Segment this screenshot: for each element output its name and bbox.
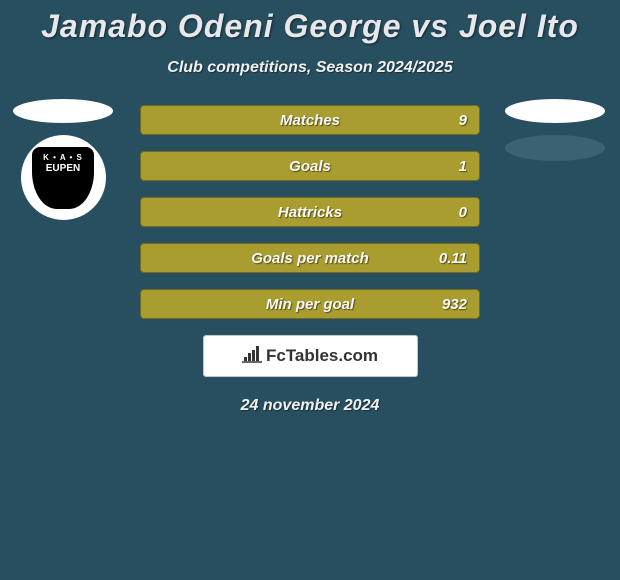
- right-logo-ellipse-2: [505, 135, 605, 161]
- stat-row-matches: Matches 9: [140, 105, 480, 135]
- right-logo-ellipse-1: [505, 99, 605, 123]
- stat-right-val: 932: [442, 296, 467, 313]
- shield-badge: K • A • S EUPEN: [32, 147, 94, 209]
- stat-label: Hattricks: [141, 204, 479, 221]
- right-logos: [500, 99, 610, 161]
- stat-right-val: 0: [459, 204, 467, 221]
- stat-label: Min per goal: [141, 296, 479, 313]
- stat-right-val: 9: [459, 112, 467, 129]
- footer-badge-content: FcTables.com: [242, 345, 378, 368]
- content-region: K • A • S EUPEN Matches 9 Goals 1 Hattri…: [0, 105, 620, 415]
- stat-label: Matches: [141, 112, 479, 129]
- left-logo-ellipse: [13, 99, 113, 123]
- stat-row-mpg: Min per goal 932: [140, 289, 480, 319]
- stat-right-val: 0.11: [439, 250, 467, 267]
- stat-rows: Matches 9 Goals 1 Hattricks 0 Goals per …: [140, 105, 480, 319]
- stat-row-goals: Goals 1: [140, 151, 480, 181]
- left-logos: K • A • S EUPEN: [8, 99, 118, 220]
- page-title: Jamabo Odeni George vs Joel Ito: [0, 0, 620, 45]
- stat-label: Goals: [141, 158, 479, 175]
- club-shield-eupen: K • A • S EUPEN: [21, 135, 106, 220]
- stat-row-hattricks: Hattricks 0: [140, 197, 480, 227]
- date-line: 24 november 2024: [0, 397, 620, 415]
- stat-right-val: 1: [459, 158, 467, 175]
- subtitle: Club competitions, Season 2024/2025: [0, 59, 620, 77]
- chart-icon: [242, 345, 262, 368]
- footer-badge[interactable]: FcTables.com: [203, 335, 418, 377]
- footer-badge-text: FcTables.com: [266, 346, 378, 366]
- stat-label: Goals per match: [141, 250, 479, 267]
- stat-row-gpm: Goals per match 0.11: [140, 243, 480, 273]
- shield-line2: EUPEN: [46, 163, 80, 174]
- shield-line1: K • A • S: [43, 153, 83, 162]
